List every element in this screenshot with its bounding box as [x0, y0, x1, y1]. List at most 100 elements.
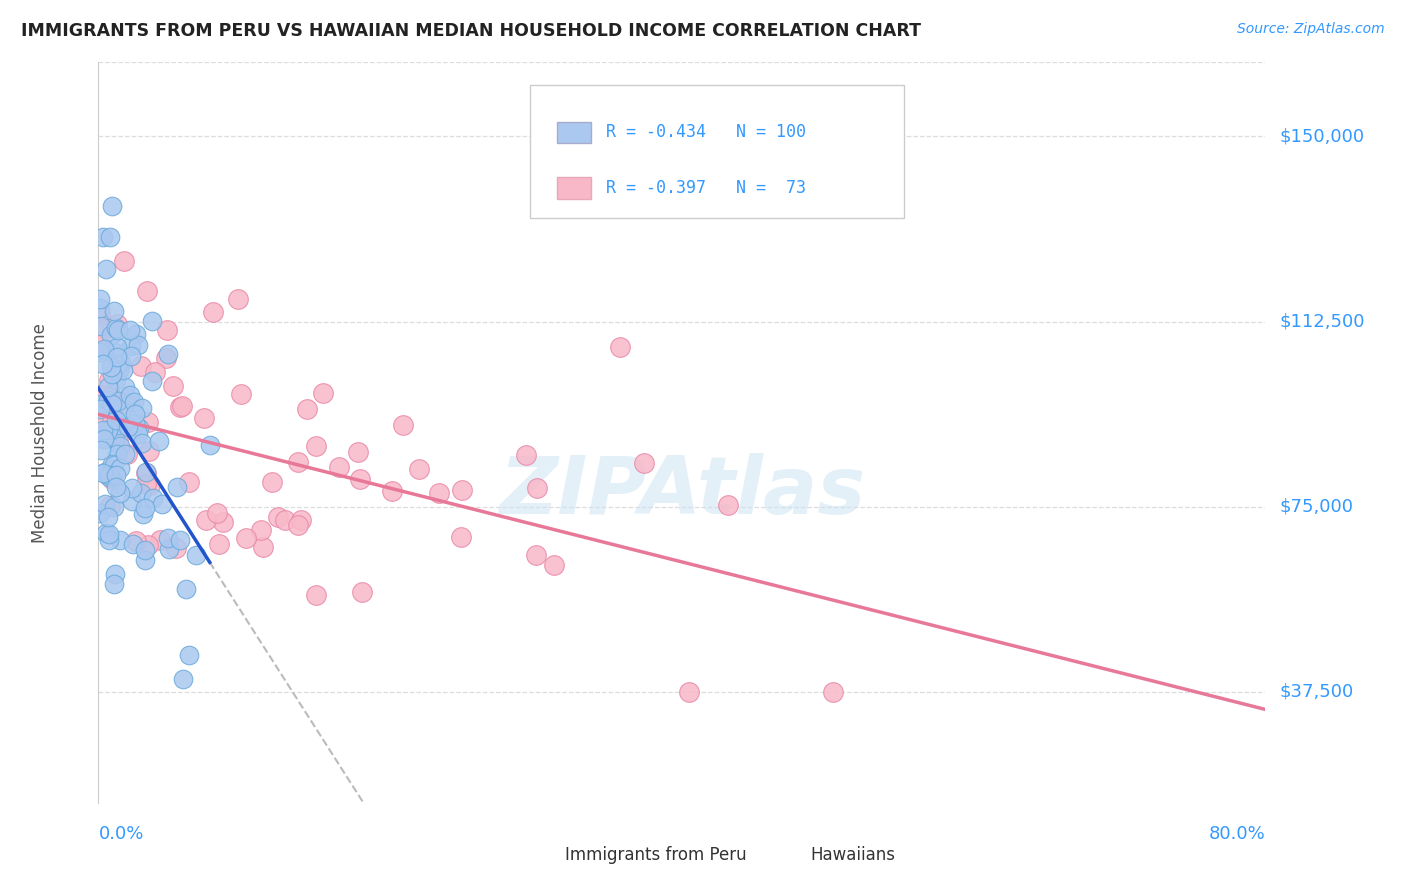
Point [134, 553, 156, 567]
Point [128, 421, 150, 435]
Point [89, 344, 111, 359]
Point [142, 491, 165, 505]
Point [107, 362, 129, 376]
Point [96, 392, 118, 407]
Point [103, 304, 125, 318]
Point [121, 494, 143, 508]
Point [107, 394, 129, 409]
Text: Median Household Income: Median Household Income [31, 323, 49, 542]
Point [97, 527, 120, 541]
Point [208, 537, 231, 551]
Point [515, 448, 537, 462]
Point [93, 321, 115, 335]
Point [105, 350, 128, 364]
Point [193, 411, 215, 425]
Text: Source: ZipAtlas.com: Source: ZipAtlas.com [1237, 22, 1385, 37]
Point [346, 445, 368, 459]
Point [108, 486, 131, 500]
Point [229, 386, 252, 401]
Point [262, 475, 284, 490]
Point [101, 397, 124, 411]
Point [97, 380, 120, 394]
Point [108, 533, 131, 547]
Text: $112,500: $112,500 [1279, 312, 1365, 331]
Point [186, 549, 208, 563]
Point [138, 444, 160, 458]
FancyBboxPatch shape [773, 846, 807, 867]
Point [451, 483, 474, 498]
Point [134, 542, 156, 557]
Point [249, 523, 271, 537]
Point [89, 301, 111, 316]
Point [136, 538, 159, 552]
Point [450, 530, 472, 544]
Point [105, 358, 128, 372]
Point [120, 339, 142, 353]
Point [274, 513, 297, 527]
Text: $75,000: $75,000 [1279, 498, 1354, 516]
Point [149, 533, 172, 548]
Point [169, 401, 191, 415]
Point [267, 510, 290, 524]
Point [107, 417, 129, 432]
Point [97, 423, 120, 437]
Point [105, 317, 128, 331]
Point [295, 401, 318, 416]
Point [98, 533, 121, 547]
Point [201, 305, 224, 319]
Point [124, 407, 146, 421]
Point [156, 323, 179, 337]
Text: R = -0.434   N = 100: R = -0.434 N = 100 [606, 123, 806, 141]
Text: $150,000: $150,000 [1279, 128, 1364, 145]
Point [91, 424, 114, 438]
Point [89, 293, 111, 307]
Point [311, 385, 333, 400]
Point [124, 395, 146, 409]
Point [124, 416, 146, 430]
Point [125, 326, 148, 341]
Point [105, 480, 128, 494]
Point [105, 447, 128, 461]
Point [91, 357, 114, 371]
Point [134, 500, 156, 515]
Point [290, 513, 312, 527]
Point [94, 465, 117, 479]
Point [118, 323, 141, 337]
Point [90, 318, 112, 333]
Text: 0.0%: 0.0% [98, 825, 143, 843]
Point [90, 397, 112, 411]
Point [104, 468, 127, 483]
Point [124, 534, 146, 549]
Point [89, 506, 111, 520]
Point [108, 461, 131, 475]
Point [93, 417, 115, 432]
Point [98, 499, 121, 513]
Point [148, 434, 170, 448]
Point [609, 340, 631, 354]
Point [136, 415, 159, 429]
Point [162, 379, 184, 393]
Point [135, 466, 157, 480]
Point [97, 509, 120, 524]
Point [94, 262, 117, 277]
Point [131, 359, 153, 373]
Point [141, 314, 163, 328]
Point [104, 567, 127, 582]
Point [100, 472, 122, 486]
Point [172, 673, 194, 687]
Point [100, 457, 122, 471]
Point [179, 648, 201, 662]
Point [129, 486, 152, 500]
Point [96, 525, 118, 540]
Point [112, 253, 135, 268]
Point [717, 498, 740, 512]
Point [174, 582, 197, 596]
Point [155, 351, 177, 365]
Point [115, 447, 138, 461]
Text: Hawaiians: Hawaiians [810, 846, 896, 863]
Point [287, 518, 309, 533]
Text: $37,500: $37,500 [1279, 682, 1354, 701]
Point [287, 455, 309, 469]
Point [165, 541, 187, 555]
Point [89, 337, 111, 351]
